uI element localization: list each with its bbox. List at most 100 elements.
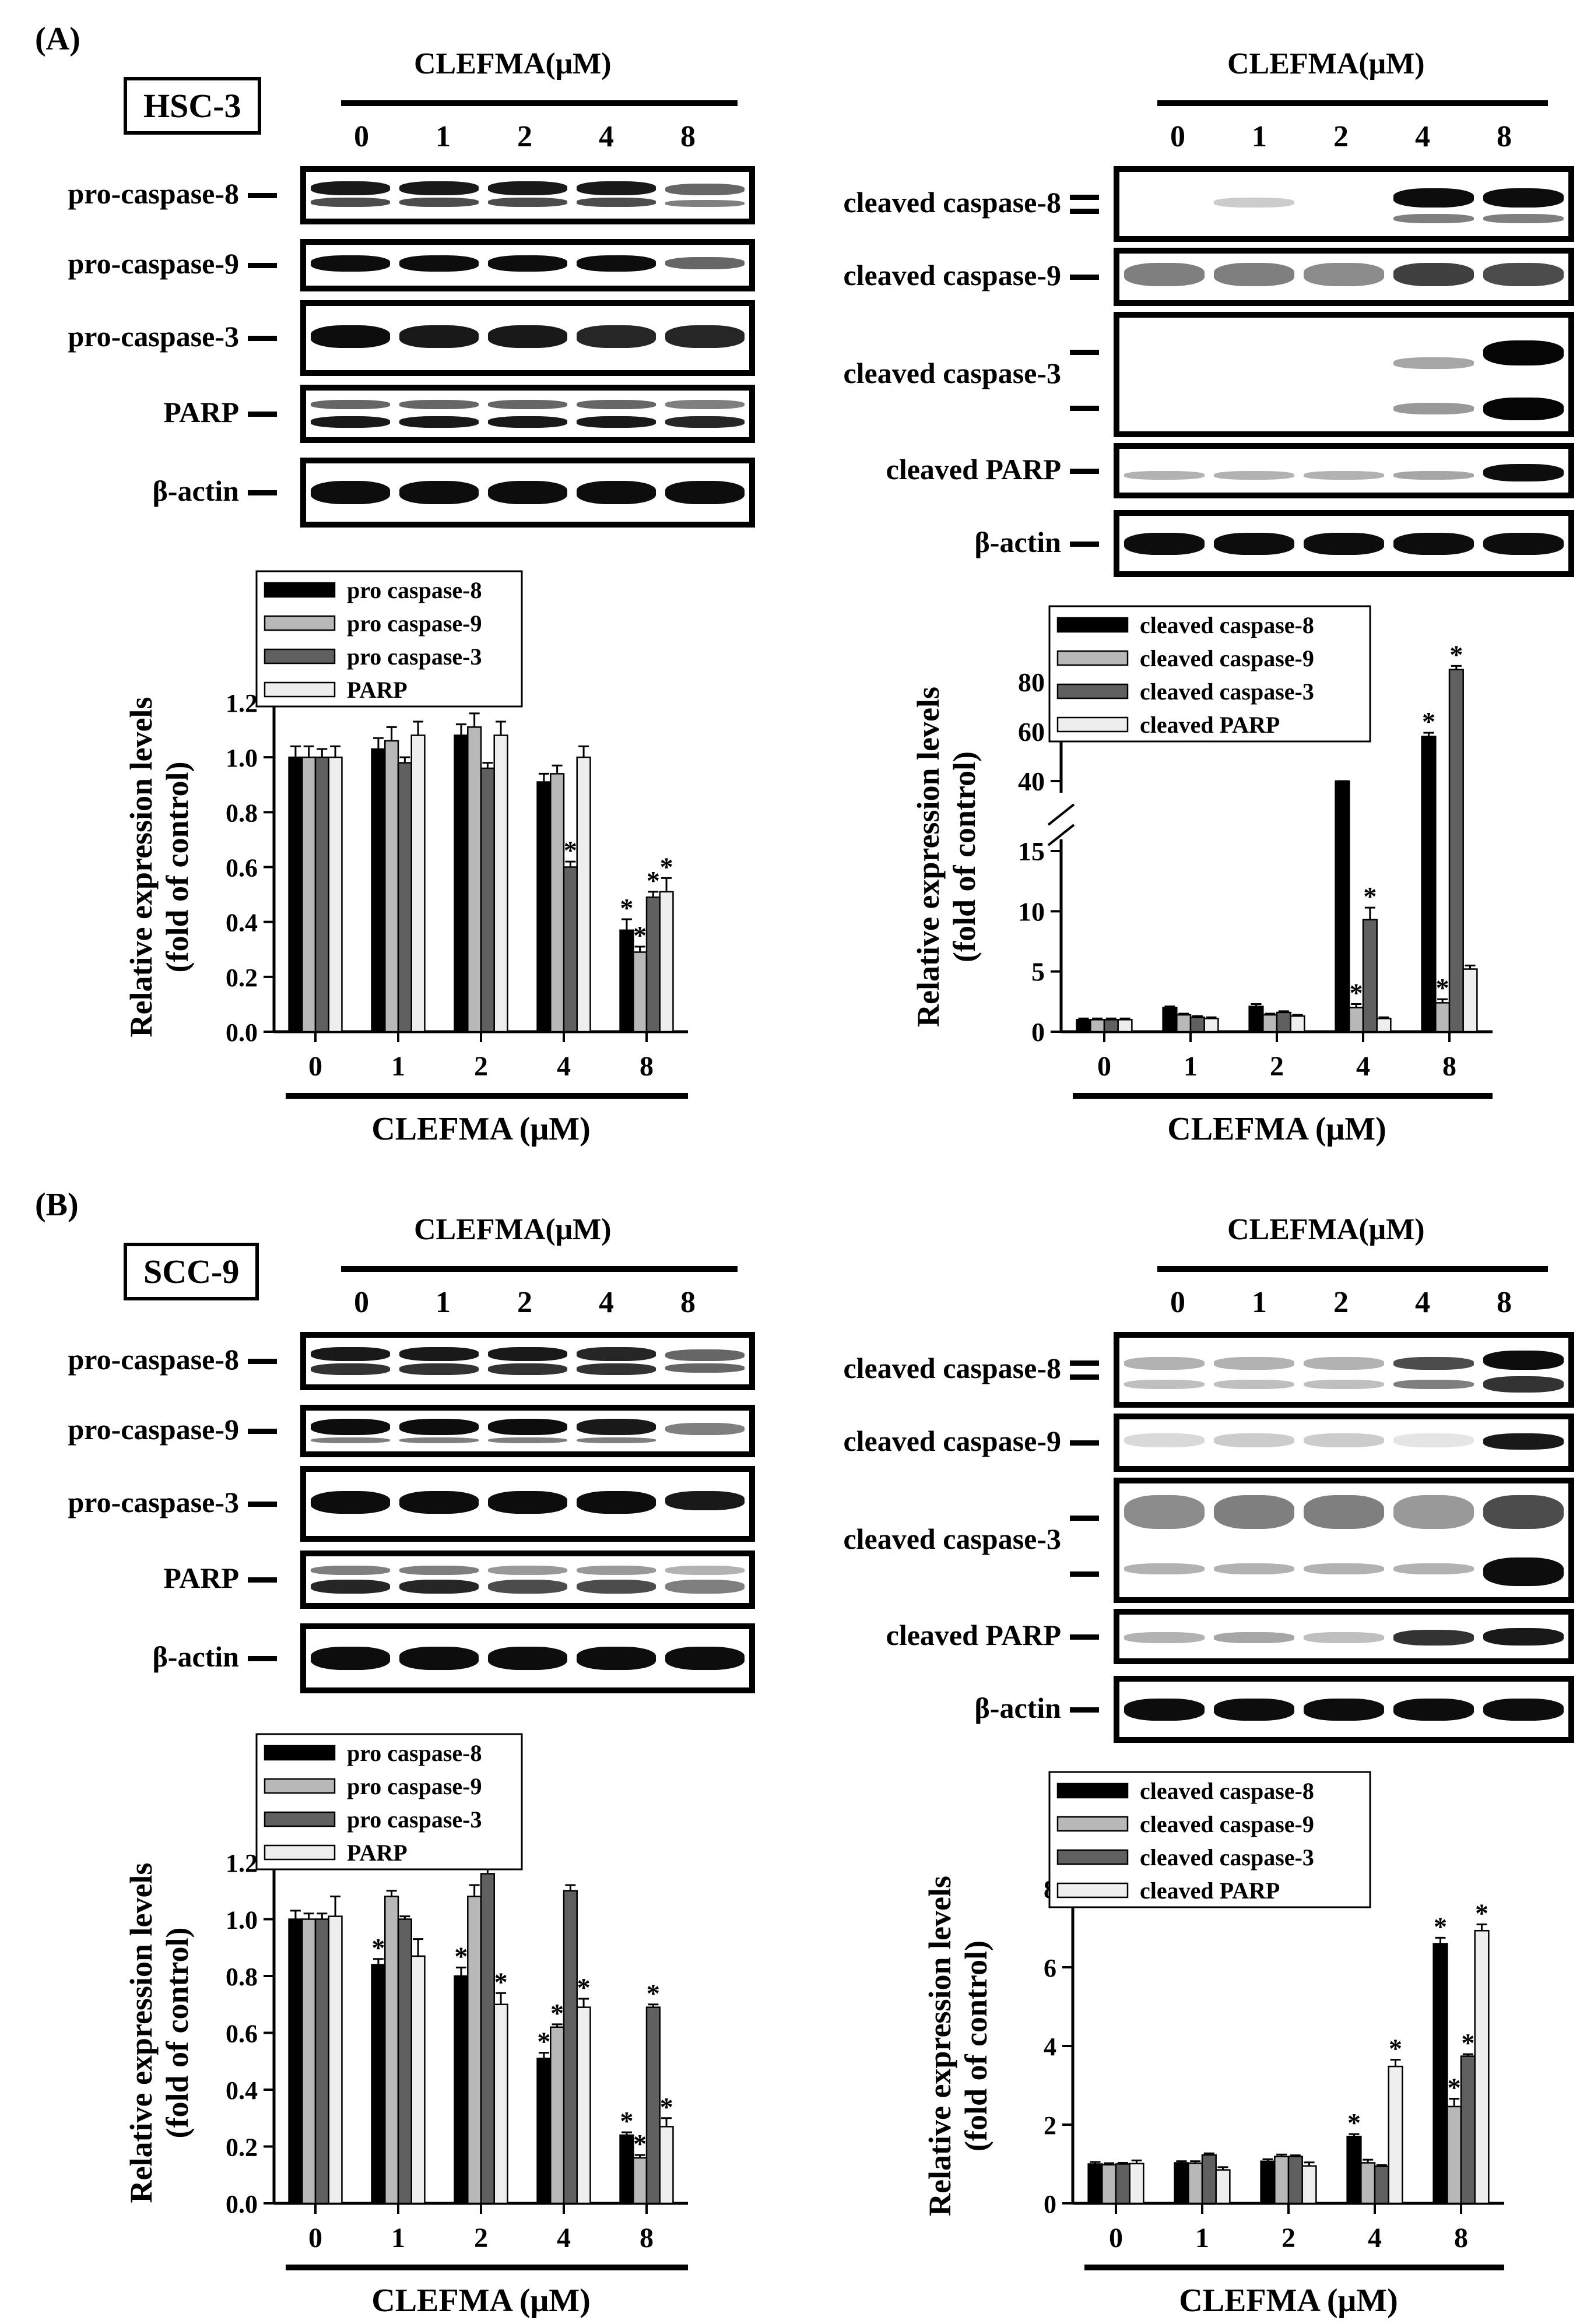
- blot-header: CLEFMA(μM): [414, 47, 612, 80]
- blot-band: [1393, 1379, 1474, 1389]
- y-tick-label: 0.2: [226, 2133, 258, 2162]
- blot-band: [1483, 1351, 1564, 1370]
- bar: [1460, 2055, 1476, 2205]
- blot-row-label: pro-caspase-8: [68, 1343, 239, 1376]
- blot-band: [1214, 1563, 1294, 1574]
- western-blot-cleaved-caspase-3: [1114, 1478, 1574, 1603]
- blot-tick: [1070, 1360, 1099, 1366]
- x-tick-label: 2: [474, 2223, 488, 2253]
- blot-band: [1483, 1557, 1564, 1586]
- lane-label: 1: [436, 120, 451, 153]
- blot-band: [1393, 1495, 1474, 1529]
- blot-band: [399, 481, 479, 504]
- blot-row-label: PARP: [163, 1562, 239, 1594]
- western-blot-pro-caspase-3: [300, 1466, 755, 1542]
- y-tick-label: 1.0: [226, 744, 258, 772]
- blot-band: [1124, 263, 1205, 286]
- bar: [410, 1955, 426, 2205]
- bar: [1176, 1014, 1192, 1033]
- y-tick-label: 0.0: [226, 2190, 258, 2218]
- legend-entry: pro caspase-9: [347, 610, 482, 637]
- significance-mark: *: [537, 2027, 550, 2056]
- lane-label: 4: [599, 120, 614, 153]
- blot-band: [1124, 1495, 1205, 1529]
- blot-band: [665, 1491, 745, 1510]
- x-axis-bracket: [1084, 2265, 1504, 2270]
- blot-band: [1483, 1698, 1564, 1721]
- blot-band: [311, 1437, 390, 1443]
- x-axis-label: CLEFMA (μM): [371, 2283, 590, 2319]
- blot-band: [665, 481, 745, 504]
- y-tick-label: 60: [1018, 717, 1045, 747]
- blot-row-label: β-actin: [974, 1691, 1061, 1724]
- significance-mark: *: [660, 2092, 673, 2122]
- blot-band: [488, 400, 567, 409]
- blot-band: [665, 400, 745, 409]
- legend-entry: cleaved caspase-3: [1140, 678, 1314, 705]
- legend-swatch: [264, 681, 336, 698]
- blot-band: [1483, 1627, 1564, 1646]
- x-axis-bracket: [1073, 1093, 1493, 1099]
- legend-swatch: [264, 1844, 336, 1861]
- bar: [1117, 1019, 1133, 1033]
- bar: [563, 866, 578, 1033]
- significance-mark: *: [1449, 639, 1463, 669]
- legend-swatch: [1056, 1782, 1129, 1799]
- y-axis-label: Relative expression levels (fold of contr…: [124, 1863, 195, 2203]
- blot-band: [577, 416, 656, 428]
- legend-swatch: [1056, 650, 1129, 666]
- western-blot-cleaved-caspase-8: [1114, 166, 1574, 242]
- blot-tick: [248, 1429, 277, 1434]
- legend-entry: pro caspase-8: [347, 577, 482, 603]
- cell-line-box: SCC-9: [124, 1243, 259, 1300]
- blot-row-label: cleaved caspase-9: [843, 259, 1061, 291]
- significance-mark: *: [620, 2106, 633, 2136]
- lane-label: 8: [680, 120, 696, 153]
- y-tick-label: 0.6: [226, 854, 258, 883]
- blot-band: [1214, 532, 1294, 555]
- significance-mark: *: [1448, 2072, 1461, 2102]
- x-axis-label: CLEFMA (μM): [371, 1111, 590, 1147]
- blot-row-label: cleaved caspase-9: [843, 1425, 1061, 1457]
- bar: [1349, 1007, 1364, 1033]
- bar: [1201, 2154, 1217, 2205]
- blot-band: [311, 1363, 390, 1375]
- bar: [1262, 1014, 1278, 1033]
- blot-band: [1214, 1433, 1294, 1447]
- bar: [1433, 1943, 1448, 2205]
- blot-band: [399, 1419, 479, 1435]
- blot-header: CLEFMA(μM): [1227, 1213, 1425, 1246]
- bar: [1103, 1019, 1119, 1033]
- blot-band: [1483, 340, 1564, 365]
- lane-label: 8: [1497, 1286, 1512, 1319]
- bar-chart-3: 0.00.20.40.60.81.01.20*1**2***4****8CLEF…: [124, 1733, 688, 2319]
- y-tick-label: 0.0: [226, 1018, 258, 1047]
- x-tick-label: 8: [1454, 2223, 1468, 2253]
- blot-band: [399, 400, 479, 409]
- blot-band: [311, 198, 390, 207]
- western-blot-pro-caspase-9: [300, 1405, 755, 1457]
- blot-band: [399, 1647, 479, 1670]
- blot-tick: [1070, 1707, 1099, 1713]
- panel-label: (A): [35, 21, 80, 57]
- blot-header: CLEFMA(μM): [414, 1213, 612, 1246]
- blot-band: [488, 1647, 567, 1670]
- blot-band: [399, 198, 479, 207]
- legend-entry: cleaved PARP: [1140, 1878, 1280, 1904]
- legend-entry: cleaved caspase-3: [1140, 1844, 1314, 1871]
- western-blot--actin: [1114, 1676, 1574, 1743]
- bar: [1248, 1005, 1264, 1033]
- y-tick-label: 0.6: [226, 2020, 258, 2048]
- blot-band: [1483, 532, 1564, 555]
- blot-tick: [248, 1502, 277, 1507]
- axis-break-mark: [1047, 824, 1075, 846]
- bar: [371, 748, 386, 1033]
- blot-band: [488, 416, 567, 428]
- blot-band: [1214, 1632, 1294, 1643]
- western-blot-cleaved-caspase-8: [1114, 1332, 1574, 1408]
- blot-band: [1124, 1379, 1205, 1389]
- lane-label: 0: [354, 120, 369, 153]
- lane-label: 4: [599, 1286, 614, 1319]
- lane-label: 1: [436, 1286, 451, 1319]
- legend-swatch: [1056, 716, 1129, 733]
